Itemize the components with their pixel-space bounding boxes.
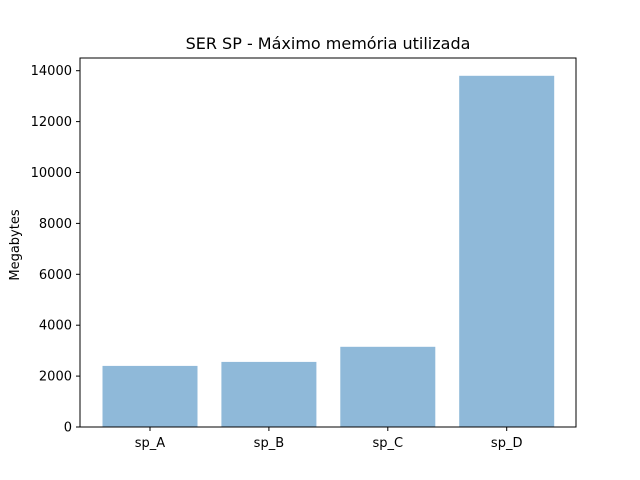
- y-tick-label: 12000: [31, 115, 72, 130]
- y-tick-label: 10000: [31, 166, 72, 181]
- bar-sp_D: [459, 75, 555, 428]
- x-tick-label: sp_A: [135, 436, 166, 451]
- bar-sp_A: [102, 365, 198, 427]
- bars-layer: [102, 75, 555, 428]
- axes-layer: [79, 57, 577, 428]
- y-tick-label: 4000: [39, 319, 72, 334]
- x-tick-label: sp_B: [254, 436, 284, 451]
- bar-sp_C: [340, 346, 436, 427]
- y-tick-label: 0: [64, 421, 72, 436]
- y-tick-label: 14000: [31, 64, 72, 79]
- y-tick-label: 2000: [39, 370, 72, 385]
- x-ticks-layer: sp_A sp_B sp_C sp_D: [135, 427, 523, 451]
- plot-frame: [79, 57, 577, 428]
- bar-sp_B: [221, 361, 317, 427]
- y-tick-label: 6000: [39, 268, 72, 283]
- x-tick-label: sp_C: [372, 436, 403, 451]
- y-ticks-layer: 0 2000 4000 6000 8000 10000 12000 14000: [31, 64, 80, 436]
- y-axis-label: Megabytes: [8, 209, 23, 280]
- y-tick-label: 8000: [39, 217, 72, 232]
- x-tick-label: sp_D: [491, 436, 523, 451]
- chart-title: SER SP - Máximo memória utilizada: [186, 34, 471, 53]
